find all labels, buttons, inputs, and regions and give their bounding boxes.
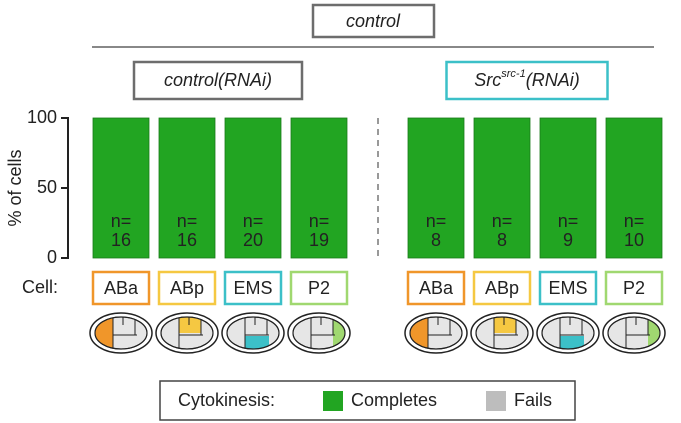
x-tick-label: EMS [233, 278, 272, 298]
legend-label: Fails [514, 390, 552, 410]
bar-segment [605, 117, 663, 259]
embryo-cell [95, 317, 113, 349]
embryo-divisions [625, 317, 650, 349]
n-value: 9 [563, 230, 573, 250]
embryo-divisions [310, 317, 335, 349]
cell-box [91, 270, 151, 306]
n-value: 20 [243, 230, 263, 250]
y-axis-label: % of cells [5, 149, 25, 226]
y-tick-label: 0 [47, 247, 57, 267]
bar-segment [158, 117, 216, 259]
n-label: n= [309, 211, 330, 231]
cell-box [472, 270, 532, 306]
embryo-cell [410, 317, 428, 349]
cell-box [289, 270, 349, 306]
cell-box [406, 270, 466, 306]
n-label: n= [624, 211, 645, 231]
group-label-rest: (RNAi) [526, 70, 580, 90]
bar-segment [290, 117, 348, 259]
embryo-outline [541, 316, 595, 350]
embryo-outline [94, 316, 148, 350]
n-label: n= [492, 211, 513, 231]
n-value: 19 [309, 230, 329, 250]
n-label: n= [243, 211, 264, 231]
x-tick-label: EMS [548, 278, 587, 298]
legend-swatch [323, 391, 343, 411]
embryo-divisions [112, 317, 137, 349]
legend-title: Cytokinesis: [178, 390, 275, 410]
n-value: 16 [111, 230, 131, 250]
x-tick-label: P2 [623, 278, 645, 298]
embryo-outline [292, 316, 346, 350]
x-tick-label: ABp [170, 278, 204, 298]
legend-box [159, 380, 576, 421]
embryo-outline [607, 316, 661, 350]
group-box [132, 60, 304, 101]
bar-segment [473, 117, 531, 259]
x-tick-label: P2 [308, 278, 330, 298]
group-label: control(RNAi) [164, 70, 272, 90]
cell-box [157, 270, 217, 306]
bar-segment [92, 117, 150, 259]
embryo-cell [245, 336, 269, 349]
y-tick-label: 50 [37, 177, 57, 197]
cell-box [538, 270, 598, 306]
embryo-divisions [559, 317, 584, 349]
group-label: Srcsrc-1(RNAi) [474, 68, 579, 90]
embryo-divisions [427, 317, 452, 349]
x-tick-label: ABp [485, 278, 519, 298]
embryo-divisions [493, 317, 518, 349]
embryo-divisions [178, 317, 203, 349]
bar-segment [407, 117, 465, 259]
x-tick-label: ABa [104, 278, 139, 298]
embryo-outline [160, 316, 214, 350]
n-label: n= [177, 211, 198, 231]
embryo-divisions [244, 317, 269, 349]
n-label: n= [111, 211, 132, 231]
n-label: n= [426, 211, 447, 231]
group-box [445, 60, 609, 101]
cell-box [604, 270, 664, 306]
bar-segment [539, 117, 597, 259]
n-value: 10 [624, 230, 644, 250]
embryo-cell [560, 336, 584, 349]
n-value: 16 [177, 230, 197, 250]
embryo-outline [409, 316, 463, 350]
category-axis-label: Cell: [22, 277, 58, 297]
embryo-cell [179, 317, 201, 333]
bar-segment [224, 117, 282, 259]
legend-label: Completes [351, 390, 437, 410]
y-tick-label: 100 [27, 107, 57, 127]
legend-swatch [486, 391, 506, 411]
group-label-sup: src-1 [501, 68, 525, 80]
embryo-cell [494, 317, 516, 333]
embryo-outline [226, 316, 280, 350]
title-box [311, 3, 436, 39]
chart-title: control [346, 11, 401, 31]
n-label: n= [558, 211, 579, 231]
n-value: 8 [497, 230, 507, 250]
cell-box [223, 270, 283, 306]
embryo-outline [475, 316, 529, 350]
x-tick-label: ABa [419, 278, 454, 298]
group-label-base: Src [474, 70, 501, 90]
n-value: 8 [431, 230, 441, 250]
